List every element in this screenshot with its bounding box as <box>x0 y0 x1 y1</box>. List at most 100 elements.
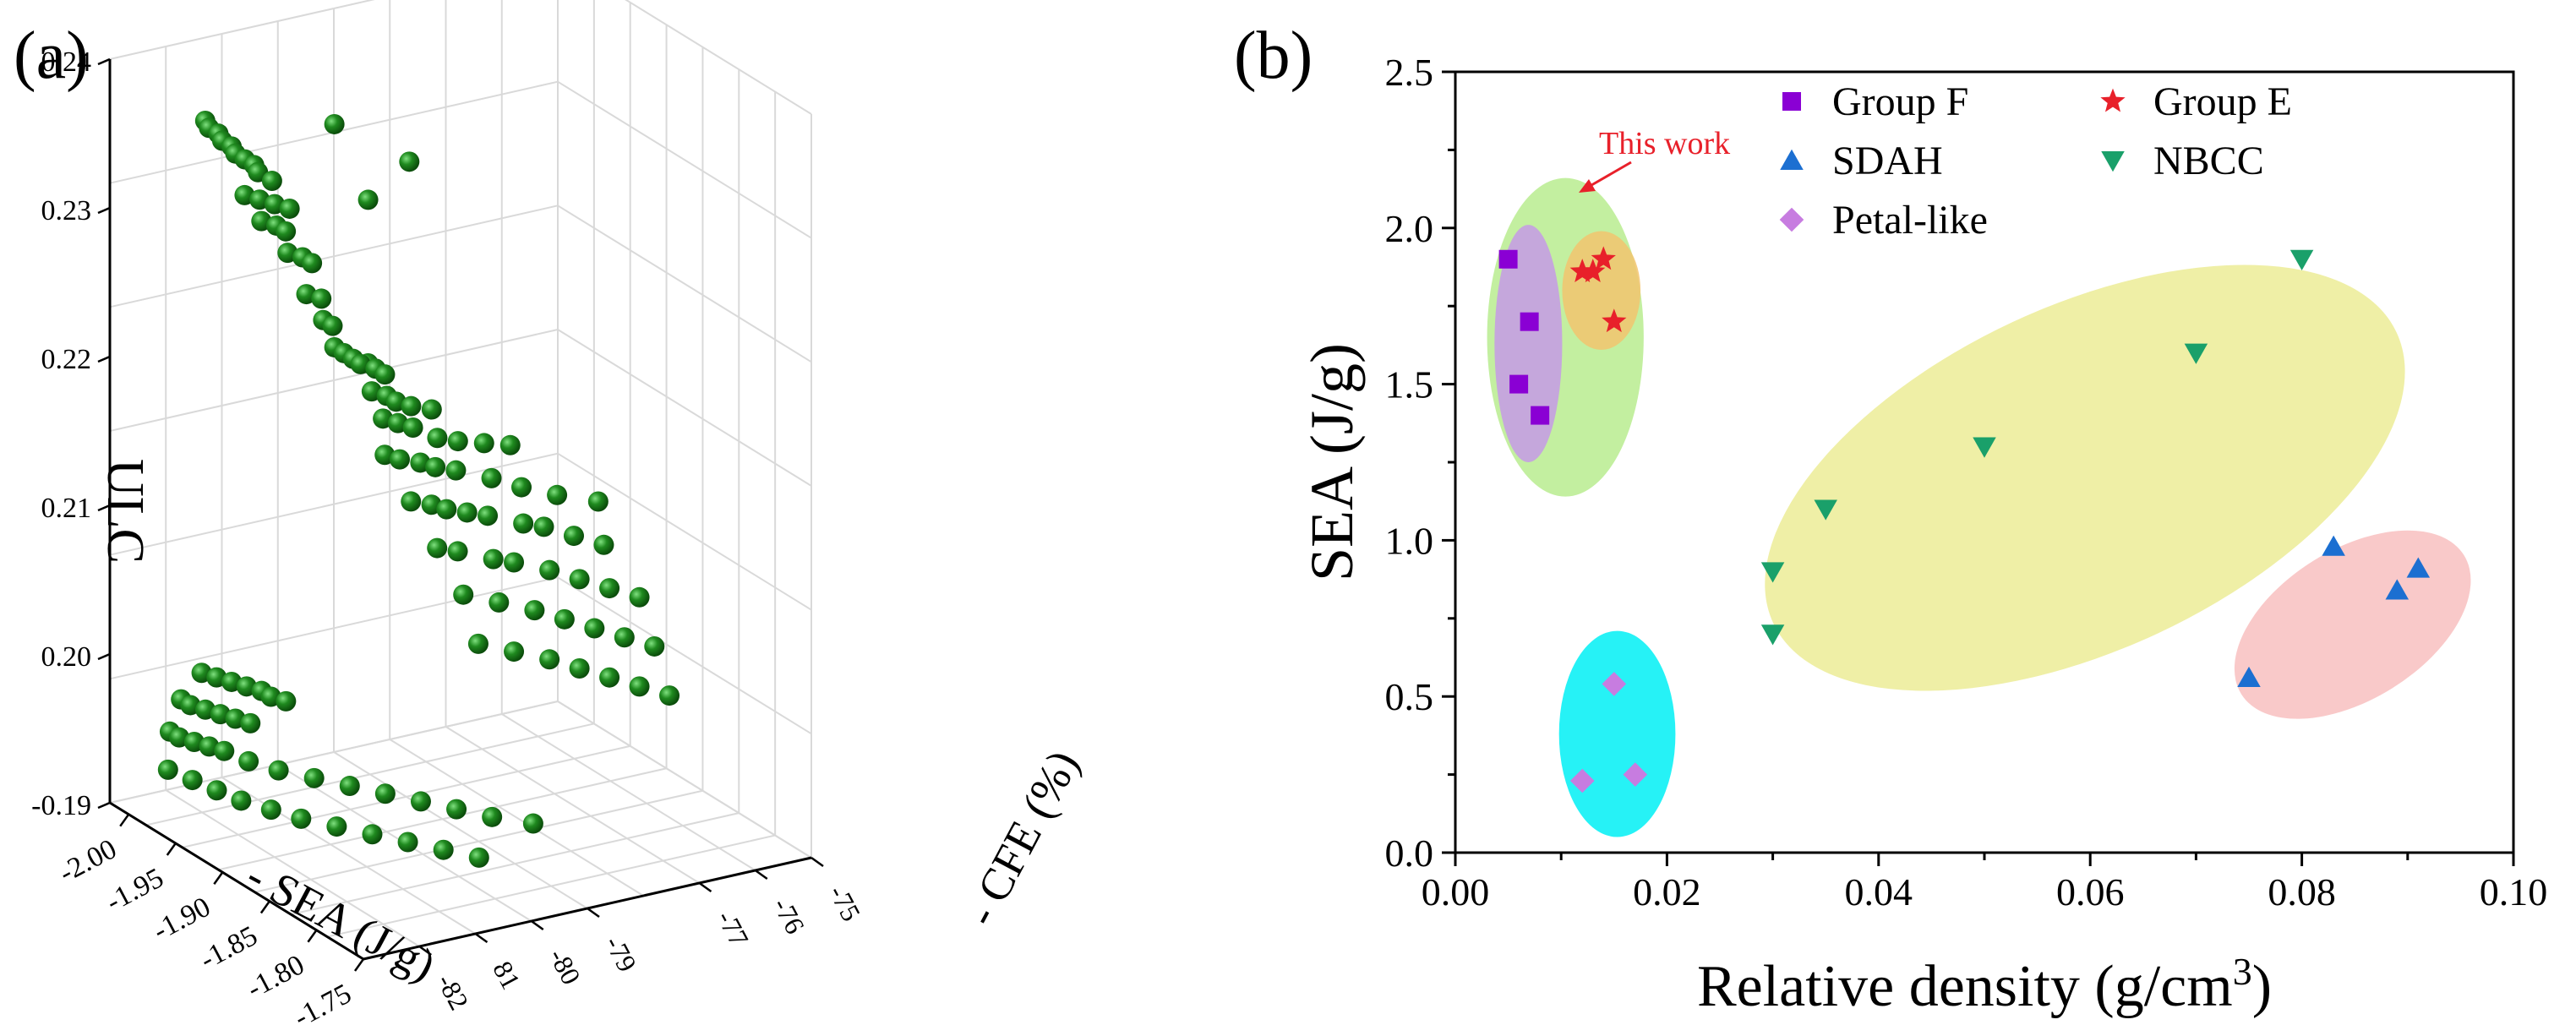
data-point <box>427 537 448 559</box>
y-tick <box>474 932 488 944</box>
y-tick-label: -77 <box>711 905 755 951</box>
z-tick-label: 0.23 <box>41 195 92 226</box>
data-point <box>539 559 560 581</box>
x-tick-label: -1.90 <box>148 892 216 947</box>
data-point <box>447 431 468 452</box>
y-tick-label: -75 <box>823 880 867 926</box>
this-work-annotation: This work <box>1599 126 1730 161</box>
chart-a-svg: (a) -0.19 0.20 0.21 0.22 0.23 0.24 -2.00-1.95… <box>14 0 1089 1033</box>
this-work-arrow-line <box>1586 161 1632 189</box>
y-tick-label: 2.5 <box>1385 51 1434 94</box>
x-tick <box>119 813 130 827</box>
legend-label-nbcc: NBCC <box>2153 139 2264 183</box>
data-point <box>182 770 203 791</box>
side-wall-gridline <box>557 204 812 363</box>
y-tick <box>755 869 768 881</box>
data-point <box>291 808 312 829</box>
chart-a-z-ticks: -0.19 0.20 0.21 0.22 0.23 0.24 <box>31 46 111 821</box>
point-petal-like <box>1569 768 1595 793</box>
data-point <box>425 456 446 477</box>
point-petal-like <box>1623 762 1648 787</box>
side-wall-gridline <box>557 80 812 239</box>
data-point <box>260 799 281 821</box>
data-point <box>473 433 494 454</box>
panel-a-label: (a) <box>14 19 89 93</box>
legend-marker-sdah <box>1780 149 1804 170</box>
data-point <box>587 491 609 512</box>
data-point <box>563 526 584 547</box>
data-point <box>362 824 383 845</box>
data-point <box>357 189 379 210</box>
floor-gridline <box>165 789 420 947</box>
y-tick-label: -76 <box>767 892 811 939</box>
x-tick-label: 0.00 <box>1422 870 1490 913</box>
y-tick-label: -79 <box>599 930 643 977</box>
z-tick-label: 0.20 <box>41 641 92 673</box>
side-wall-gridline <box>557 576 812 735</box>
x-tick-label: 0.02 <box>1633 870 1701 913</box>
chart-b-annotation: This work <box>1579 126 1730 193</box>
region-cyan <box>1558 630 1676 837</box>
data-point <box>302 253 323 274</box>
y-tick <box>587 907 600 919</box>
data-point <box>157 759 178 780</box>
data-point <box>436 499 457 520</box>
data-point <box>261 171 282 192</box>
point-nbcc <box>1814 499 1837 521</box>
data-point <box>504 641 525 662</box>
point-group-e <box>1580 259 1606 283</box>
data-point <box>659 685 680 706</box>
x-tick-label: -1.80 <box>242 949 309 1005</box>
chart-b-y-ticks: 0.0 0.5 1.0 1.5 2.0 2.5 <box>1385 51 1455 875</box>
y-tick <box>698 881 712 893</box>
data-point <box>614 627 635 648</box>
panel-b-label: (b) <box>1234 19 1313 93</box>
legend-label-group-f: Group F <box>1832 79 1968 124</box>
x-tick-label: 0.06 <box>2056 870 2125 913</box>
legend-marker-nbcc <box>2101 151 2125 172</box>
data-point <box>326 816 347 837</box>
side-wall-gridline <box>625 0 812 115</box>
point-nbcc <box>2289 249 2314 270</box>
point-group-f <box>1498 249 1518 269</box>
panel-b: (b) 0.00 0.02 0.04 0.06 0.08 0.10 0.0 0.5 1.0 1.… <box>1234 0 2576 1036</box>
x-tick-label: 0.04 <box>1845 870 1913 913</box>
y-tick-label: 0.0 <box>1385 832 1434 875</box>
legend-label-sdah: SDAH <box>1832 139 1943 183</box>
data-point <box>569 569 590 590</box>
point-group-e <box>1591 246 1616 270</box>
point-petal-like <box>1602 672 1627 696</box>
data-point <box>478 505 499 526</box>
region-yellow <box>1765 264 2405 691</box>
floor-gridline <box>445 726 701 884</box>
back-wall-gridline <box>109 0 375 60</box>
region-orange <box>1562 231 1641 350</box>
point-group-f <box>1520 312 1539 331</box>
data-point <box>522 813 543 834</box>
x-tick-label: 0.10 <box>2480 870 2548 913</box>
point-sdah <box>2237 666 2261 688</box>
data-point <box>504 552 525 573</box>
data-point <box>593 534 614 555</box>
z-tick <box>97 355 111 363</box>
back-wall-gridline <box>109 576 559 680</box>
data-point <box>240 712 261 733</box>
point-nbcc <box>1760 562 1785 583</box>
side-wall-gridline <box>557 452 812 611</box>
back-wall-gridline <box>109 204 559 308</box>
data-point <box>547 484 568 505</box>
data-point <box>421 399 442 420</box>
data-point <box>389 449 410 470</box>
chart-b-xlabel-sup: 3 <box>2233 950 2252 993</box>
point-nbcc <box>1973 437 1996 458</box>
z-tick-label: 0.24 <box>41 46 92 78</box>
point-group-e <box>1569 259 1595 283</box>
data-point <box>322 315 343 336</box>
data-point <box>467 633 488 654</box>
data-point <box>268 760 289 781</box>
legend-marker-group-f <box>1782 92 1801 111</box>
data-point <box>238 750 259 772</box>
data-point <box>433 839 454 860</box>
data-point <box>276 690 297 712</box>
data-point <box>279 198 300 219</box>
